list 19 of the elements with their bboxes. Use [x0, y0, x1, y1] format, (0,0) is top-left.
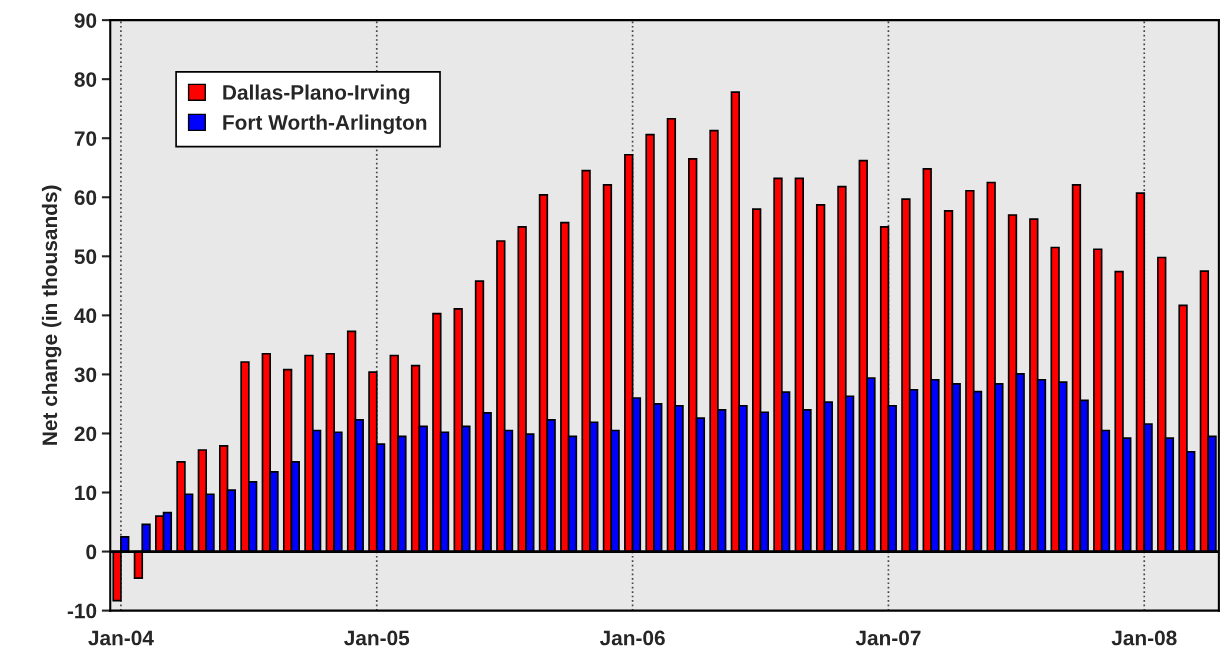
y-tick-label: 70	[74, 131, 97, 146]
x-tick-label: Jan-08	[1111, 630, 1177, 646]
y-tick-label: 30	[74, 367, 97, 383]
y-tick-label: 80	[74, 72, 97, 87]
legend-label: Fort Worth-Arlington	[223, 114, 427, 135]
y-tick-label: 0	[86, 544, 97, 560]
legend-label: Dallas-Plano-Irving	[223, 84, 410, 104]
y-tick-label: 40	[74, 308, 97, 324]
x-tick-label: Jan-05	[344, 630, 410, 646]
x-tick-label: Jan-04	[88, 630, 154, 646]
y-tick-label: 90	[74, 13, 97, 28]
x-tick-label: Jan-06	[599, 630, 665, 646]
y-axis-title: Net change (in thousands)	[41, 185, 62, 445]
y-tick-label: 50	[74, 249, 97, 265]
y-tick-label: 10	[75, 485, 97, 501]
y-tick-label: 60	[74, 190, 97, 206]
y-tick-label: 20	[74, 426, 97, 442]
y-tick-label: -10	[67, 603, 97, 619]
x-tick-label: Jan-07	[855, 630, 921, 646]
